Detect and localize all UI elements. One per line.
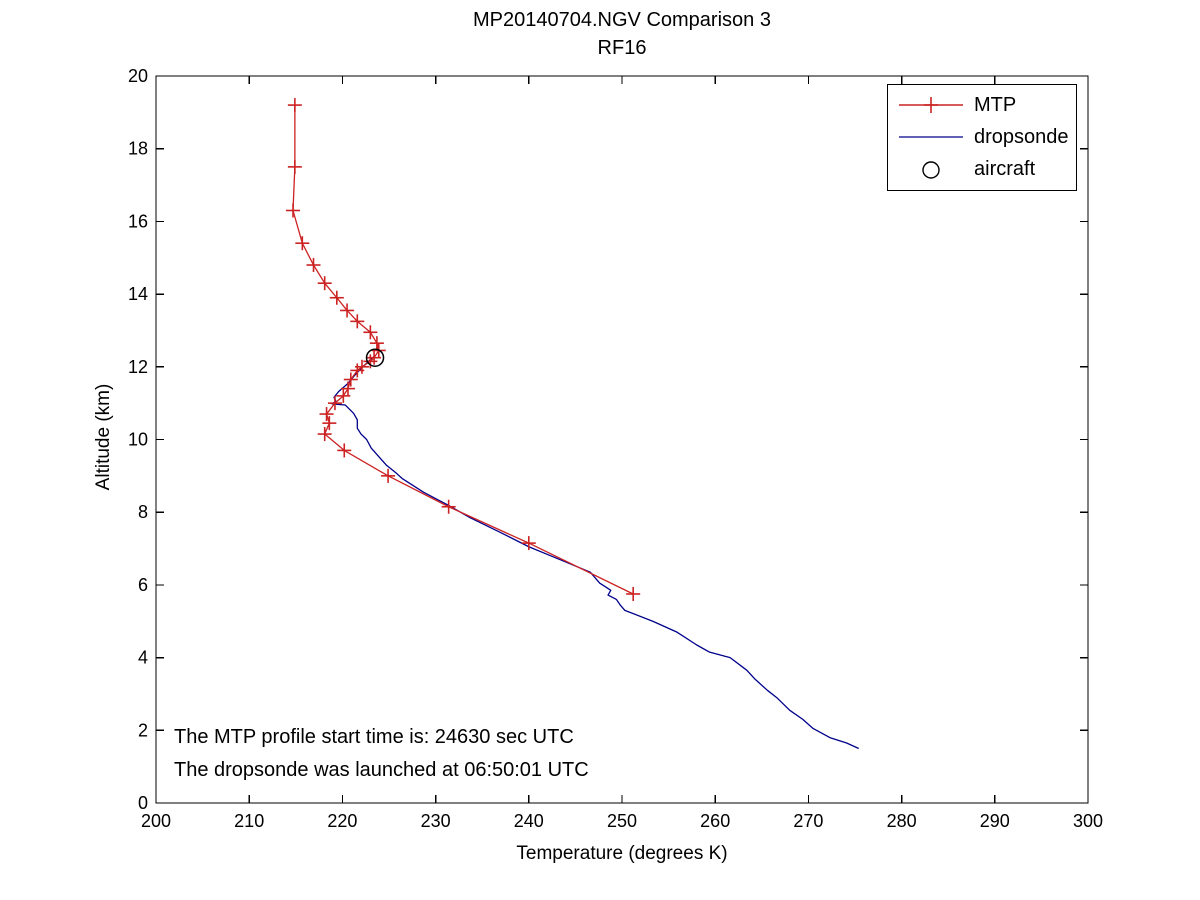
y-tick-label: 18 bbox=[128, 139, 148, 159]
mtp-line bbox=[292, 105, 634, 595]
dropsonde-line bbox=[331, 355, 859, 750]
x-tick-label: 240 bbox=[514, 811, 544, 831]
x-tick-label: 210 bbox=[234, 811, 264, 831]
y-axis-label: Altitude (km) bbox=[93, 383, 114, 491]
chart-title: MP20140704.NGV Comparison 3 bbox=[473, 9, 771, 31]
aircraft-marker bbox=[365, 348, 385, 367]
legend-label-dropsonde: dropsonde bbox=[974, 125, 1069, 148]
y-tick-label: 12 bbox=[128, 357, 148, 377]
y-tick-label: 10 bbox=[128, 430, 148, 450]
dropsonde-line-icon bbox=[899, 136, 963, 139]
y-tick-label: 14 bbox=[128, 284, 148, 304]
legend-row-mtp: MTP bbox=[896, 94, 1076, 117]
x-tick-label: 200 bbox=[141, 811, 171, 831]
y-tick-label: 6 bbox=[138, 575, 148, 595]
legend: MTP dropsonde aircraft bbox=[887, 84, 1077, 191]
x-tick-label: 250 bbox=[607, 811, 637, 831]
y-tick-label: 20 bbox=[128, 66, 148, 86]
y-tick-label: 2 bbox=[138, 720, 148, 740]
x-tick-label: 220 bbox=[327, 811, 357, 831]
legend-row-aircraft: aircraft bbox=[896, 158, 1076, 181]
x-tick-label: 230 bbox=[421, 811, 451, 831]
y-tick-label: 0 bbox=[138, 793, 148, 813]
chart-subtitle: RF16 bbox=[597, 37, 647, 59]
annotation-dropsonde-launch-time: The dropsonde was launched at 06:50:01 U… bbox=[174, 759, 589, 781]
x-axis-label: Temperature (degrees K) bbox=[516, 843, 728, 864]
x-tick-label: 290 bbox=[980, 811, 1010, 831]
legend-label-aircraft: aircraft bbox=[974, 158, 1036, 181]
legend-row-dropsonde: dropsonde bbox=[896, 126, 1076, 149]
x-tick-label: 260 bbox=[700, 811, 730, 831]
legend-label-mtp: MTP bbox=[974, 93, 1017, 116]
annotation-mtp-start-time: The MTP profile start time is: 24630 sec… bbox=[174, 726, 574, 748]
x-tick-label: 280 bbox=[887, 811, 917, 831]
y-tick-label: 16 bbox=[128, 211, 148, 231]
mtp-plus-line-icon bbox=[899, 97, 963, 114]
aircraft-circle-icon bbox=[922, 161, 940, 179]
x-tick-label: 300 bbox=[1073, 811, 1103, 831]
y-tick-label: 8 bbox=[138, 502, 148, 522]
y-tick-label: 4 bbox=[138, 648, 148, 668]
x-tick-label: 270 bbox=[793, 811, 823, 831]
